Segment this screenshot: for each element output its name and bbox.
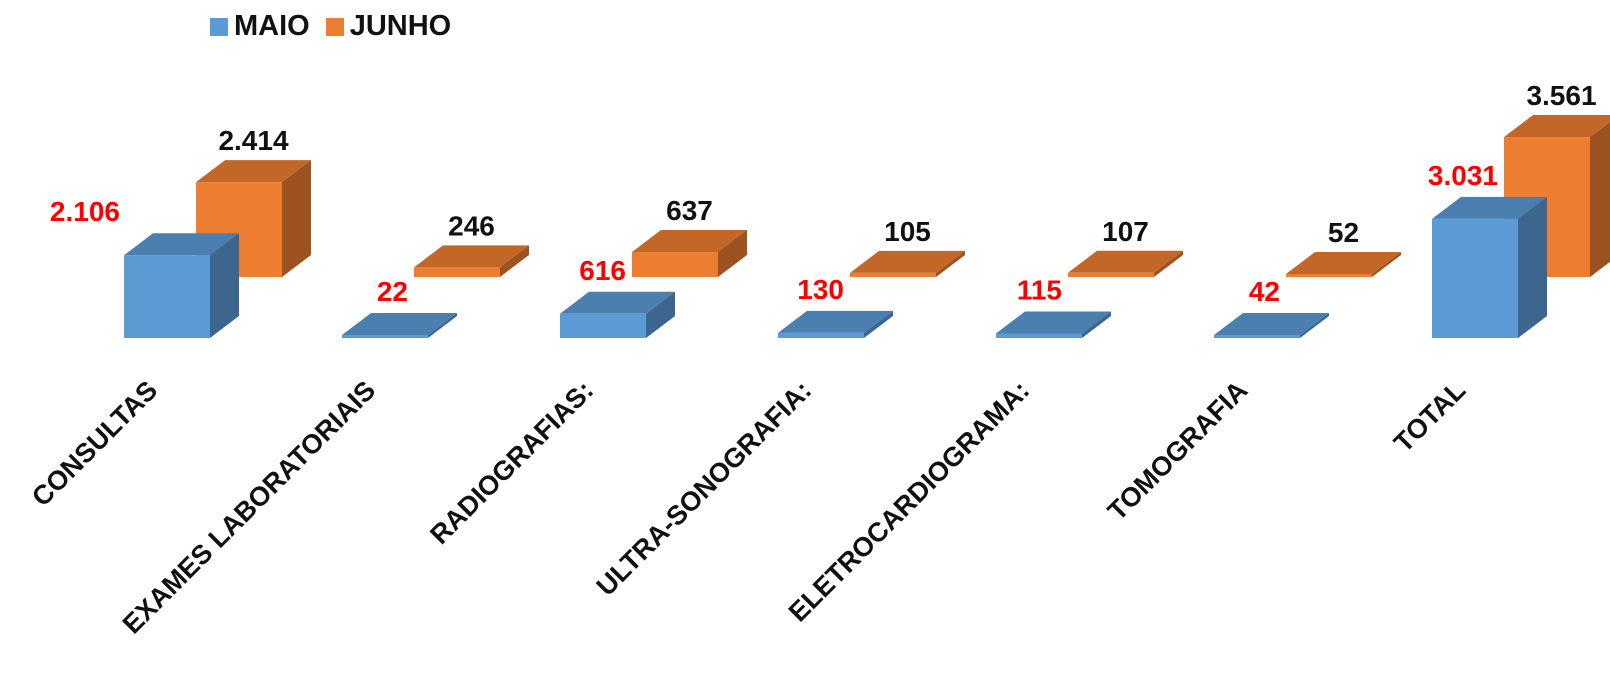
data-label-junho-exames-laboratoriais: 246 [448, 210, 495, 241]
bar-maio-tomografia-side [1300, 313, 1329, 338]
bar-junho-consultas-top [196, 160, 311, 183]
bar-junho-exames-laboratoriais-front [414, 267, 500, 277]
bar-maio-ultra-sonografia-front [778, 332, 864, 338]
category-label-consultas: CONSULTAS [26, 375, 163, 512]
bar-maio-total-side [1518, 196, 1547, 338]
bar-maio-radiografias-side [646, 291, 675, 338]
bar-junho-radiografias-side [718, 229, 747, 277]
legend: MAIO JUNHO [210, 10, 451, 43]
bar-junho-eletrocardiograma-side [1154, 250, 1183, 277]
bar-maio-consultas [124, 233, 239, 338]
bar-junho-eletrocardiograma [1068, 250, 1183, 277]
data-label-junho-eletrocardiograma: 107 [1102, 216, 1149, 247]
bar-maio-tomografia-top [1214, 313, 1329, 335]
legend-label-maio: MAIO [234, 10, 310, 42]
bar-maio-eletrocardiograma-top [996, 311, 1111, 334]
bar-junho-exames-laboratoriais-top [414, 245, 529, 268]
data-label-maio-consultas: 2.106 [50, 196, 120, 227]
bar-junho-tomografia-front [1286, 274, 1372, 277]
data-label-junho-total: 3.561 [1526, 80, 1596, 111]
bar-maio-tomografia-front [1214, 335, 1300, 338]
bar-maio-total-top [1432, 196, 1547, 219]
bar-maio-radiografias-front [560, 313, 646, 338]
bar-maio-radiografias-top [560, 291, 675, 314]
bar-junho-eletrocardiograma-top [1068, 250, 1183, 273]
bar-maio-eletrocardiograma-side [1082, 311, 1111, 338]
bar-maio-consultas-side [210, 233, 239, 338]
category-label-ultra-sonografia: ULTRA-SONOGRAFIA: [591, 375, 818, 602]
data-label-maio-eletrocardiograma: 115 [1017, 274, 1062, 305]
bar-maio-ultra-sonografia-side [864, 310, 893, 338]
category-label-eletrocardiograma: ELETROCARDIOGRAMA: [783, 375, 1035, 627]
bar-maio-exames-laboratoriais-side [428, 313, 457, 338]
data-label-maio-tomografia: 42 [1249, 276, 1280, 307]
bar-maio-tomografia [1214, 313, 1329, 338]
bar-maio-ultra-sonografia [778, 310, 893, 338]
bar-maio-total-front [1432, 218, 1518, 338]
data-label-junho-tomografia: 52 [1328, 217, 1359, 248]
bar-junho-tomografia-top [1286, 252, 1401, 274]
data-label-junho-ultra-sonografia: 105 [884, 216, 931, 247]
bar-maio-eletrocardiograma-front [996, 333, 1082, 338]
bar-junho-exames-laboratoriais-side [500, 245, 529, 277]
bar-junho-exames-laboratoriais [414, 245, 529, 277]
legend-label-junho: JUNHO [349, 10, 452, 42]
bar-junho-ultra-sonografia [850, 250, 965, 277]
bar-junho-eletrocardiograma-front [1068, 272, 1154, 277]
category-label-total: TOTAL [1388, 375, 1471, 458]
data-label-maio-total: 3.031 [1428, 160, 1498, 191]
category-label-tomografia: TOMOGRAFIA [1102, 375, 1253, 526]
bar-junho-radiografias [632, 229, 747, 277]
data-label-junho-consultas: 2.414 [218, 125, 288, 156]
bar-maio-eletrocardiograma [996, 311, 1111, 338]
bar-junho-total-top [1504, 115, 1610, 138]
bar-maio-radiografias [560, 291, 675, 338]
bar-junho-ultra-sonografia-front [850, 272, 936, 277]
bar-junho-consultas-side [282, 160, 311, 277]
bar-maio-consultas-top [124, 233, 239, 256]
bar-junho-radiografias-top [632, 229, 747, 252]
bar-maio-total [1432, 196, 1547, 338]
data-label-maio-radiografias: 616 [579, 255, 626, 286]
bar-junho-total-side [1590, 121, 1610, 277]
bar-junho-tomografia [1286, 252, 1401, 277]
bar-maio-exames-laboratoriais-front [342, 335, 428, 338]
category-label-radiografias: RADIOGRAFIAS: [424, 375, 599, 550]
bar-junho-radiografias-front [632, 251, 718, 277]
data-label-maio-exames-laboratoriais: 22 [377, 276, 408, 307]
bar-maio-exames-laboratoriais-top [342, 313, 457, 335]
bar-junho-ultra-sonografia-top [850, 250, 965, 273]
legend-item-junho: JUNHO [325, 10, 452, 43]
legend-swatch-junho [325, 17, 344, 36]
legend-swatch-maio [210, 17, 228, 36]
bar-junho-tomografia-side [1372, 252, 1401, 277]
data-label-junho-radiografias: 637 [666, 195, 713, 226]
category-label-exames-laboratoriais: EXAMES LABORATORIAIS [117, 375, 381, 639]
bar-maio-exames-laboratoriais [342, 313, 457, 338]
data-label-maio-ultra-sonografia: 130 [797, 274, 844, 305]
legend-item-maio: MAIO [210, 10, 310, 43]
bar-maio-ultra-sonografia-top [778, 310, 893, 333]
bar-junho-ultra-sonografia-side [936, 250, 965, 277]
bar-maio-consultas-front [124, 255, 210, 338]
